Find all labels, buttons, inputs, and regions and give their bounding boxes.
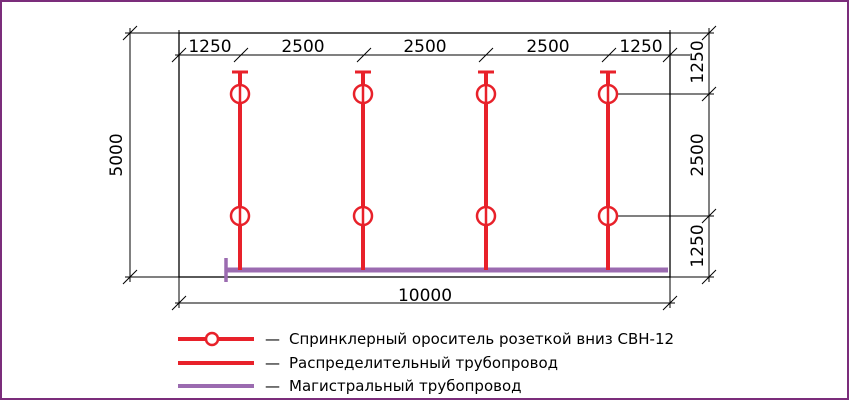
legend-item-main-pipe: — Магистральный трубопровод: [178, 377, 522, 395]
dim-top-5: 1250: [619, 37, 662, 57]
legend-label-main-pipe: Магистральный трубопровод: [289, 377, 522, 395]
distribution-pipe: [478, 70, 494, 270]
dim-top-1: 1250: [188, 37, 231, 57]
dim-right-1: 1250: [688, 40, 708, 83]
dim-top-2: 2500: [281, 37, 324, 57]
sprinkler-line-icon: [178, 331, 254, 347]
bottom-dimension: [171, 277, 678, 311]
sprinkler-stems: [238, 85, 610, 225]
distribution-pipes: [232, 70, 616, 270]
distribution-pipe: [355, 70, 371, 270]
legend-dash: —: [265, 330, 280, 348]
left-dimension: [122, 25, 179, 285]
legend: — Спринклерный ороситель розеткой вниз С…: [178, 330, 674, 395]
dim-right-2: 2500: [688, 133, 708, 176]
legend-item-sprinkler: — Спринклерный ороситель розеткой вниз С…: [178, 330, 674, 348]
distribution-pipe: [600, 70, 616, 270]
room-outline: [178, 32, 671, 278]
legend-dash: —: [265, 377, 280, 395]
dim-top-3: 2500: [403, 37, 446, 57]
legend-label-sprinkler: Спринклерный ороситель розеткой вниз СВН…: [289, 330, 674, 348]
sprinklers: [229, 83, 619, 227]
dim-left-total: 5000: [107, 133, 127, 176]
legend-label-distribution-pipe: Распределительный трубопровод: [289, 354, 558, 372]
dim-right-3: 1250: [688, 224, 708, 267]
dim-bottom-total: 10000: [398, 286, 452, 306]
top-dimension-chain: [171, 30, 690, 63]
right-dimension-chain: [615, 25, 717, 285]
legend-dash: —: [265, 354, 280, 372]
main-pipe: [224, 258, 668, 282]
distribution-pipe: [232, 70, 248, 270]
dim-top-4: 2500: [526, 37, 569, 57]
legend-item-distribution-pipe: — Распределительный трубопровод: [178, 354, 558, 372]
